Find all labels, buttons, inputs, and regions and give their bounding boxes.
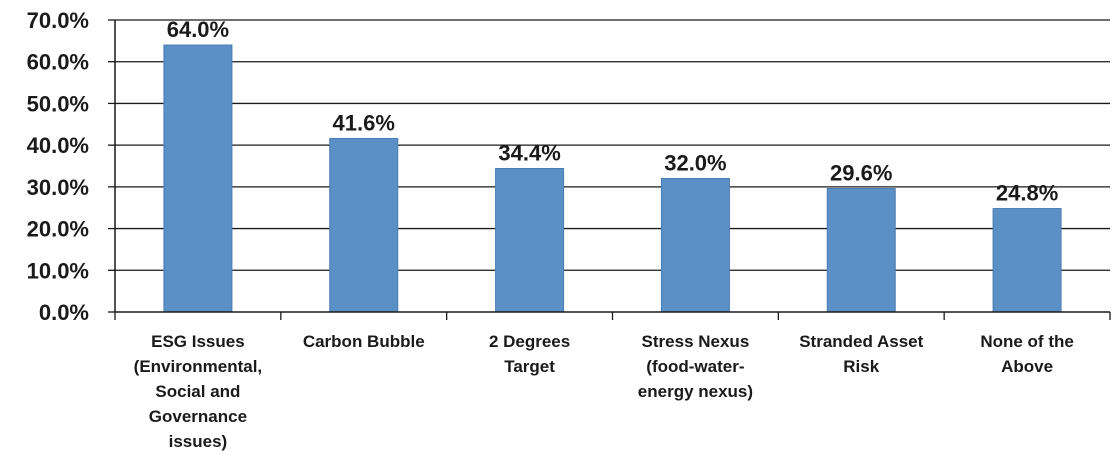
category-label-line: (Environmental,	[134, 357, 262, 376]
data-labels: 64.0% 41.6% 34.4% 32.0% 29.6% 24.8%	[167, 17, 1059, 206]
bar	[992, 208, 1062, 313]
data-label: 41.6%	[333, 110, 395, 135]
category-label-line: Above	[1001, 357, 1053, 376]
category-label-line: Stranded Asset	[799, 332, 923, 351]
category-label-line: Risk	[843, 357, 879, 376]
category-label-line: Target	[504, 357, 555, 376]
y-tick-label: 10.0%	[27, 258, 89, 283]
bar	[660, 178, 730, 313]
data-label: 29.6%	[830, 161, 892, 186]
category-label-line: Carbon Bubble	[303, 332, 425, 351]
y-tick-label: 0.0%	[39, 300, 89, 325]
bar	[495, 168, 565, 313]
category-label: 2 Degrees Target	[489, 332, 570, 376]
data-label: 34.4%	[498, 141, 560, 166]
category-label-line: (food-water-	[646, 357, 744, 376]
category-label-line: 2 Degrees	[489, 332, 570, 351]
bar	[163, 44, 233, 313]
category-label-line: Stress Nexus	[642, 332, 750, 351]
bar	[826, 188, 896, 313]
y-tick-label: 20.0%	[27, 217, 89, 242]
y-tick-label: 50.0%	[27, 91, 89, 116]
y-tick-label: 60.0%	[27, 50, 89, 75]
category-label-line: energy nexus)	[638, 382, 753, 401]
category-label: Carbon Bubble	[303, 332, 425, 351]
category-label: Stress Nexus (food-water-energy nexus)	[638, 332, 753, 401]
category-label-line: None of the	[980, 332, 1074, 351]
category-label-line: issues)	[169, 432, 228, 451]
category-label: Stranded Asset Risk	[799, 332, 923, 376]
bars	[163, 44, 1062, 313]
y-tick-label: 40.0%	[27, 133, 89, 158]
data-label: 32.0%	[664, 151, 726, 176]
category-label-line: Social and	[155, 382, 240, 401]
y-tick-label: 30.0%	[27, 175, 89, 200]
axes	[108, 19, 1111, 320]
category-labels: ESG Issues (Environmental, Social and Gover…	[134, 332, 1074, 451]
data-label: 64.0%	[167, 17, 229, 42]
category-label-line: ESG Issues	[151, 332, 245, 351]
y-tick-labels: 0.0% 10.0% 20.0% 30.0% 40.0% 50.0% 60.0% 70.0%	[27, 8, 89, 325]
category-label: None of the Above	[980, 332, 1074, 376]
y-tick-label: 70.0%	[27, 8, 89, 33]
data-label: 24.8%	[996, 181, 1058, 206]
gridlines	[115, 19, 1110, 271]
category-label-line: Governance	[149, 407, 247, 426]
bar	[329, 137, 399, 313]
category-label: ESG Issues (Environmental, Social and Gover…	[134, 332, 262, 451]
